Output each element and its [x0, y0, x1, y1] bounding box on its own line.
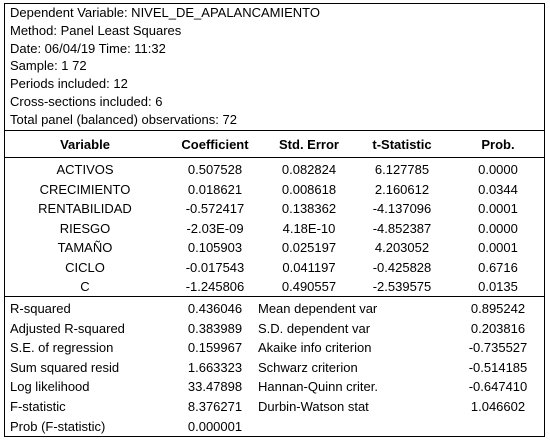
header-rule-top	[4, 130, 545, 131]
prob-value: 0.0000	[478, 162, 518, 177]
coefficient-value: -0.017543	[185, 259, 245, 275]
coefficient-value: 0.018621	[187, 181, 243, 197]
method-line: Method: Panel Least Squares	[10, 22, 182, 38]
stat-value: -0.647410	[468, 379, 528, 395]
variable-name: RIESGO	[59, 220, 111, 236]
t-statistic-value: -4.852387	[372, 220, 432, 236]
std-error-value: 0.008618	[281, 181, 337, 197]
sample-line: Sample: 1 72	[10, 58, 87, 74]
stat-label: Mean dependent var	[258, 301, 378, 316]
prob-value: 0.6716	[478, 259, 518, 275]
std-error-value: 0.138362	[281, 201, 337, 216]
stat-value: 0.383989	[187, 320, 243, 336]
estimation-header: Dependent Variable: NIVEL_DE_APALANCAMIE…	[10, 4, 320, 129]
t-statistic-value: -2.539575	[372, 279, 432, 294]
prob-value: 0.0135	[478, 279, 518, 294]
variable-name: TAMAÑO	[57, 240, 113, 255]
stats-row: Sum squared resid 1.663323 Schwarz crite…	[4, 358, 545, 378]
stat-value: 0.436046	[187, 301, 243, 316]
t-statistic-value: 2.160612	[374, 181, 430, 197]
stat-value: 8.376271	[187, 398, 243, 414]
coefficient-value: -1.245806	[185, 279, 245, 294]
coefficient-table-header: Variable Coefficient Std. Error t-Statis…	[4, 135, 545, 155]
variable-name: RENTABILIDAD	[38, 201, 132, 216]
stat-label: Akaike info criterion	[258, 340, 372, 356]
coefficient-value: -0.572417	[185, 201, 245, 216]
std-error-value: 0.082824	[281, 162, 337, 177]
variable-name: ACTIVOS	[56, 162, 114, 177]
t-statistic-value: 6.127785	[374, 162, 430, 177]
stats-row: S.E. of regression 0.159967 Akaike info …	[4, 338, 545, 358]
stat-label: F-statistic	[10, 398, 66, 414]
table-row: RIESGO -2.03E-09 4.18E-10 -4.852387 0.00…	[4, 219, 545, 239]
stat-label: Adjusted R-squared	[10, 320, 125, 336]
stat-value: -0.735527	[468, 340, 528, 356]
stat-value: 0.895242	[470, 301, 526, 316]
stat-label: R-squared	[10, 301, 71, 316]
observations-line: Total panel (balanced) observations: 72	[10, 111, 237, 127]
stat-label: Sum squared resid	[10, 359, 120, 375]
variable-name: C	[80, 279, 90, 294]
summary-statistics: R-squared 0.436046 Mean dependent var 0.…	[4, 299, 545, 436]
stat-value: 1.046602	[470, 398, 526, 414]
t-statistic-value: 4.203052	[374, 240, 430, 255]
table-row: CRECIMIENTO 0.018621 0.008618 2.160612 0…	[4, 180, 545, 200]
stat-value: 33.47898	[187, 379, 243, 395]
std-error-value: 4.18E-10	[282, 220, 336, 236]
stats-row: R-squared 0.436046 Mean dependent var 0.…	[4, 299, 545, 319]
stat-label: S.E. of regression	[10, 340, 114, 356]
table-row: C -1.245806 0.490557 -2.539575 0.0135	[4, 277, 545, 297]
column-coefficient: Coefficient	[181, 137, 249, 152]
stat-label: Schwarz criterion	[258, 359, 358, 375]
stat-value: 0.159967	[187, 340, 243, 356]
column-variable: Variable	[60, 137, 110, 152]
stat-value: 1.663323	[187, 359, 243, 375]
stats-row: Adjusted R-squared 0.383989 S.D. depende…	[4, 319, 545, 339]
table-row: ACTIVOS 0.507528 0.082824 6.127785 0.000…	[4, 160, 545, 180]
stat-label: Durbin-Watson stat	[258, 398, 369, 414]
dependent-variable-line: Dependent Variable: NIVEL_DE_APALANCAMIE…	[10, 5, 320, 20]
column-prob: Prob.	[481, 137, 515, 152]
coefficient-table: ACTIVOS 0.507528 0.082824 6.127785 0.000…	[4, 160, 545, 297]
table-row: CICLO -0.017543 0.041197 -0.425828 0.671…	[4, 258, 545, 278]
stat-label: Hannan-Quinn criter.	[258, 379, 378, 395]
stat-value: 0.203816	[470, 320, 526, 336]
stats-row: Log likelihood 33.47898 Hannan-Quinn cri…	[4, 377, 545, 397]
variable-name: CRECIMIENTO	[39, 181, 131, 197]
stats-rule	[4, 296, 545, 297]
periods-line: Periods included: 12	[10, 76, 128, 92]
stats-row: Prob (F-statistic) 0.000001	[4, 417, 545, 437]
table-row: TAMAÑO 0.105903 0.025197 4.203052 0.0001	[4, 238, 545, 258]
std-error-value: 0.041197	[282, 259, 336, 275]
date-time-line: Date: 06/04/19 Time: 11:32	[10, 40, 166, 56]
prob-value: 0.0001	[478, 201, 518, 216]
cross-sections-line: Cross-sections included: 6	[10, 93, 163, 109]
std-error-value: 0.025197	[281, 240, 337, 255]
prob-value: 0.0344	[478, 181, 518, 197]
prob-value: 0.0000	[478, 220, 518, 236]
header-rule-bottom	[4, 157, 545, 158]
stat-label: S.D. dependent var	[258, 320, 371, 336]
stat-value: 0.000001	[187, 418, 243, 434]
stat-label: Log likelihood	[10, 379, 90, 395]
table-row: RENTABILIDAD -0.572417 0.138362 -4.13709…	[4, 199, 545, 219]
stats-row: F-statistic 8.376271 Durbin-Watson stat …	[4, 397, 545, 417]
column-std-error: Std. Error	[279, 137, 339, 152]
variable-name: CICLO	[65, 259, 105, 275]
column-t-statistic: t-Statistic	[372, 137, 432, 152]
regression-output-frame	[4, 3, 545, 437]
t-statistic-value: -0.425828	[372, 259, 432, 275]
std-error-value: 0.490557	[281, 279, 337, 294]
t-statistic-value: -4.137096	[372, 201, 432, 216]
stat-label: Prob (F-statistic)	[10, 418, 106, 434]
prob-value: 0.0001	[478, 240, 518, 255]
coefficient-value: 0.105903	[187, 240, 243, 255]
stat-value: -0.514185	[468, 359, 528, 375]
coefficient-value: 0.507528	[187, 162, 243, 177]
coefficient-value: -2.03E-09	[186, 220, 244, 236]
